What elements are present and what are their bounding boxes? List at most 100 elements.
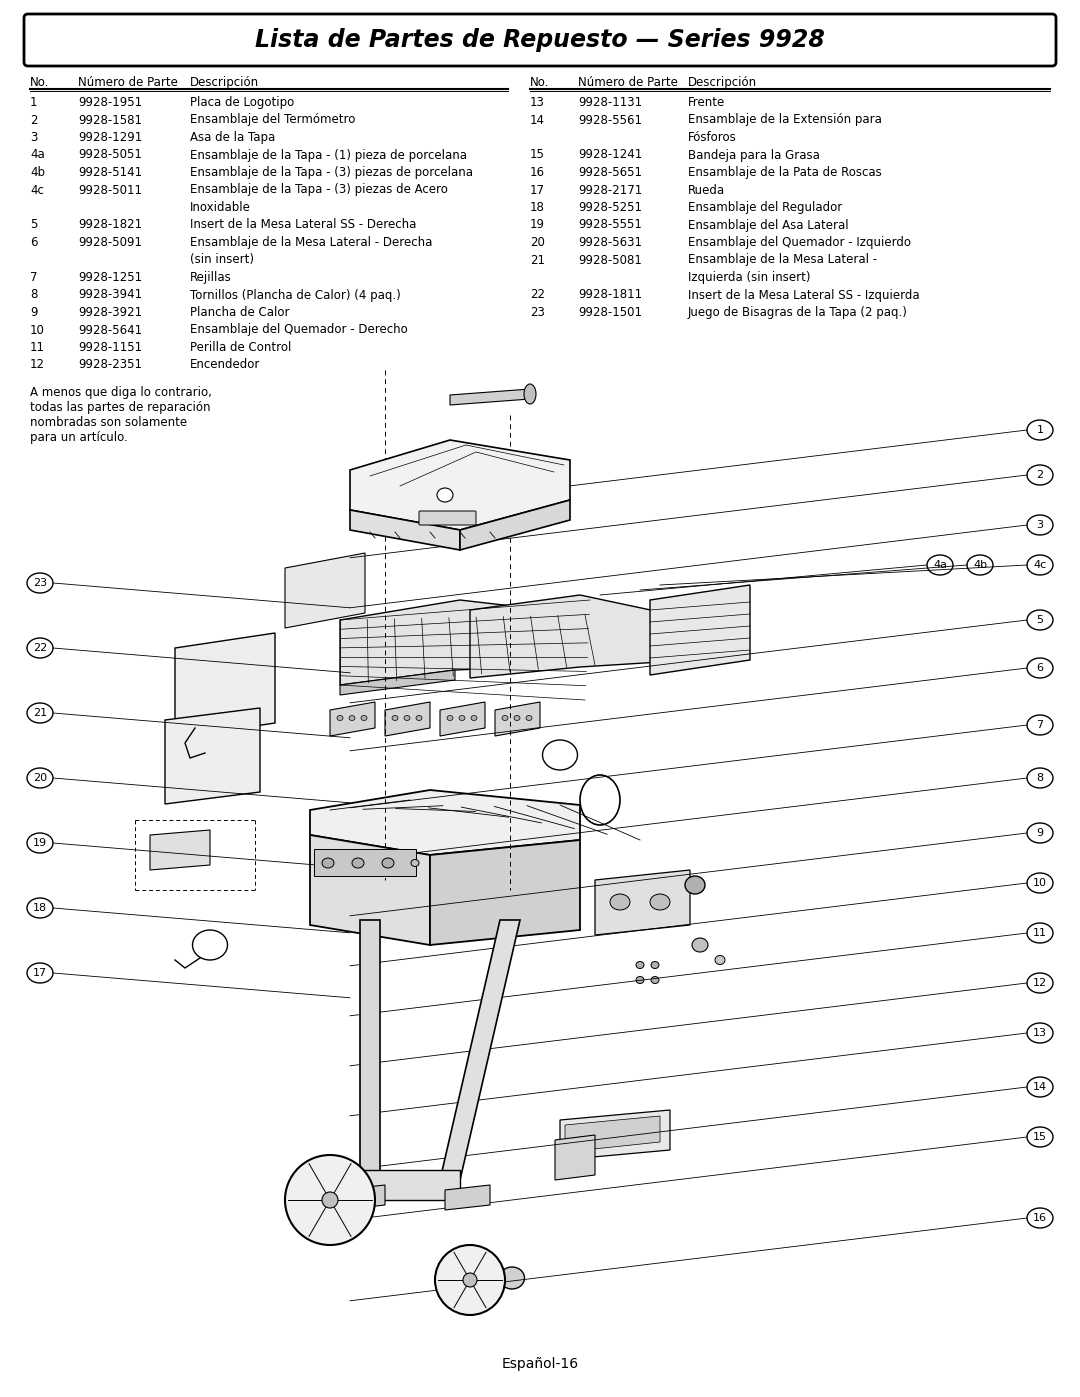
Ellipse shape: [524, 384, 536, 404]
Text: Número de Parte: Número de Parte: [578, 75, 678, 89]
Ellipse shape: [352, 858, 364, 868]
Text: 9928-5011: 9928-5011: [78, 183, 141, 197]
Polygon shape: [350, 440, 570, 529]
Polygon shape: [165, 708, 260, 805]
Text: 16: 16: [530, 166, 545, 179]
Ellipse shape: [610, 894, 630, 909]
Polygon shape: [450, 388, 530, 405]
Ellipse shape: [650, 894, 670, 909]
Text: 22: 22: [32, 643, 48, 652]
Text: 9928-5631: 9928-5631: [578, 236, 642, 249]
Ellipse shape: [322, 1192, 338, 1208]
Text: 3: 3: [1037, 520, 1043, 529]
Text: nombradas son solamente: nombradas son solamente: [30, 416, 187, 429]
Text: No.: No.: [30, 75, 50, 89]
Ellipse shape: [636, 977, 644, 983]
Text: Perilla de Control: Perilla de Control: [190, 341, 292, 353]
Text: 3: 3: [30, 131, 38, 144]
Text: Rejillas: Rejillas: [190, 271, 232, 284]
Text: Ensamblaje del Termómetro: Ensamblaje del Termómetro: [190, 113, 355, 127]
Text: 1: 1: [30, 96, 38, 109]
Text: 9928-5141: 9928-5141: [78, 166, 143, 179]
Text: 22: 22: [530, 289, 545, 302]
Polygon shape: [340, 599, 590, 685]
Text: 20: 20: [32, 773, 48, 782]
Polygon shape: [650, 585, 750, 675]
Text: 10: 10: [30, 324, 45, 337]
Polygon shape: [555, 1134, 595, 1180]
Text: 6: 6: [1037, 664, 1043, 673]
Text: Ensamblaje de la Tapa - (3) piezas de porcelana: Ensamblaje de la Tapa - (3) piezas de po…: [190, 166, 473, 179]
Polygon shape: [310, 789, 580, 855]
Polygon shape: [150, 830, 210, 870]
Text: 4a: 4a: [933, 560, 947, 570]
Text: 9928-2351: 9928-2351: [78, 359, 141, 372]
Text: 9: 9: [30, 306, 38, 319]
Polygon shape: [330, 703, 375, 736]
Text: Fósforos: Fósforos: [688, 131, 737, 144]
Polygon shape: [360, 921, 380, 1180]
Ellipse shape: [499, 1267, 525, 1289]
Text: 9: 9: [1037, 828, 1043, 838]
Text: Ensamblaje de la Mesa Lateral - Derecha: Ensamblaje de la Mesa Lateral - Derecha: [190, 236, 432, 249]
Ellipse shape: [447, 715, 453, 721]
Text: Bandeja para la Grasa: Bandeja para la Grasa: [688, 148, 820, 162]
Ellipse shape: [382, 858, 394, 868]
Text: 9928-5251: 9928-5251: [578, 201, 642, 214]
Ellipse shape: [349, 715, 355, 721]
FancyBboxPatch shape: [419, 511, 476, 525]
Text: 7: 7: [30, 271, 38, 284]
Text: 9928-1251: 9928-1251: [78, 271, 143, 284]
Text: 4c: 4c: [1034, 560, 1047, 570]
Text: 9928-5551: 9928-5551: [578, 218, 642, 232]
Ellipse shape: [411, 859, 419, 866]
Ellipse shape: [463, 1273, 477, 1287]
Ellipse shape: [285, 1155, 375, 1245]
Polygon shape: [430, 840, 580, 944]
Ellipse shape: [437, 488, 453, 502]
Ellipse shape: [502, 715, 508, 721]
Text: 1: 1: [1037, 425, 1043, 434]
Text: No.: No.: [530, 75, 550, 89]
Ellipse shape: [471, 715, 477, 721]
Text: 20: 20: [530, 236, 545, 249]
Text: 4b: 4b: [30, 166, 45, 179]
Text: 9928-5651: 9928-5651: [578, 166, 642, 179]
Text: 9928-1151: 9928-1151: [78, 341, 143, 353]
Text: 17: 17: [530, 183, 545, 197]
Text: 19: 19: [530, 218, 545, 232]
Text: (sin insert): (sin insert): [190, 253, 254, 267]
Polygon shape: [440, 703, 485, 736]
Text: 19: 19: [32, 838, 48, 848]
Text: 9928-1291: 9928-1291: [78, 131, 143, 144]
Text: 9928-1581: 9928-1581: [78, 113, 141, 127]
Text: 9928-1951: 9928-1951: [78, 96, 143, 109]
Text: Placa de Logotipo: Placa de Logotipo: [190, 96, 294, 109]
Ellipse shape: [322, 858, 334, 868]
Text: 13: 13: [1032, 1028, 1047, 1038]
Text: Ensamblaje de la Pata de Roscas: Ensamblaje de la Pata de Roscas: [688, 166, 881, 179]
Text: 9928-5561: 9928-5561: [578, 113, 642, 127]
Ellipse shape: [692, 937, 708, 951]
Text: Ensamblaje del Asa Lateral: Ensamblaje del Asa Lateral: [688, 218, 849, 232]
Ellipse shape: [651, 977, 659, 983]
Text: Rueda: Rueda: [688, 183, 725, 197]
Ellipse shape: [526, 715, 532, 721]
Polygon shape: [440, 921, 519, 1180]
Polygon shape: [340, 671, 455, 694]
Text: 11: 11: [30, 341, 45, 353]
Polygon shape: [285, 553, 365, 629]
Text: 14: 14: [530, 113, 545, 127]
Text: 2: 2: [30, 113, 38, 127]
Polygon shape: [470, 595, 660, 678]
Text: 9928-5051: 9928-5051: [78, 148, 141, 162]
Ellipse shape: [514, 715, 519, 721]
Polygon shape: [595, 870, 690, 935]
Text: 23: 23: [530, 306, 545, 319]
Polygon shape: [175, 633, 275, 738]
Text: 9928-5091: 9928-5091: [78, 236, 141, 249]
FancyBboxPatch shape: [24, 14, 1056, 66]
Text: 10: 10: [1032, 877, 1047, 888]
Text: Tornillos (Plancha de Calor) (4 paq.): Tornillos (Plancha de Calor) (4 paq.): [190, 289, 401, 302]
Polygon shape: [384, 703, 430, 736]
